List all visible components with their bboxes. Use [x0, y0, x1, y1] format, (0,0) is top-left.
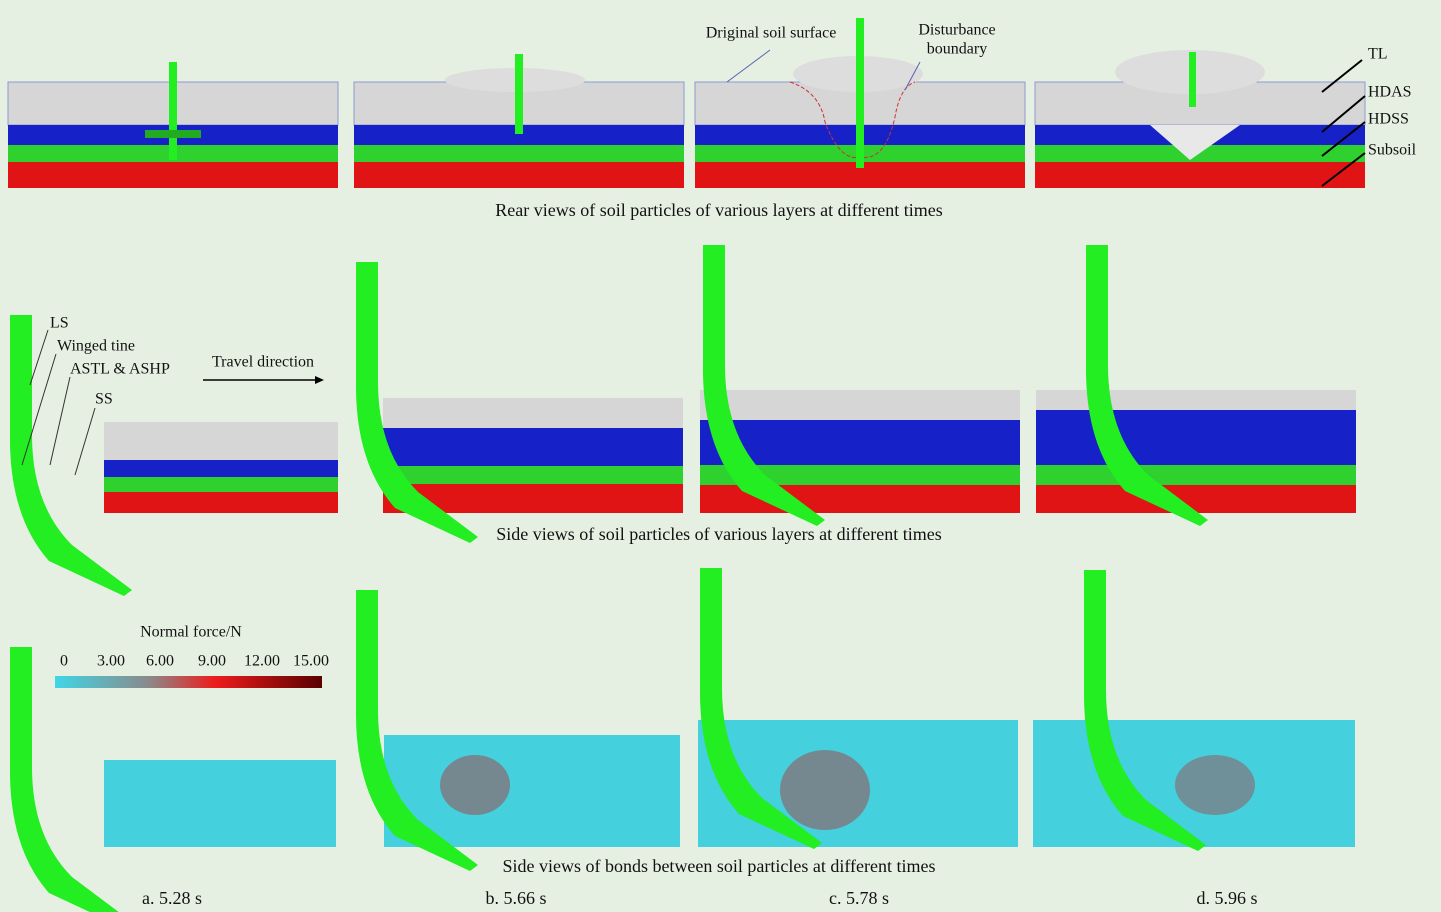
direction-label: Travel direction: [212, 354, 314, 371]
figure: Driginal soil surface Disturbance bounda…: [0, 0, 1441, 912]
arrow-head: [315, 376, 324, 384]
column-label: d. 5.96 s: [1196, 888, 1257, 908]
force-cluster: [780, 750, 870, 830]
tine: [169, 62, 177, 160]
colorbar: [55, 676, 322, 688]
force-cluster: [1175, 755, 1255, 815]
legend-tick: 12.00: [244, 653, 280, 670]
tine: [1189, 52, 1196, 107]
annotation: Disturbance: [918, 22, 995, 39]
side-panel: [104, 422, 338, 513]
annotation: boundary: [927, 41, 987, 58]
side-panel: [383, 398, 683, 513]
legend-title: Normal force/N: [140, 624, 242, 641]
tine: [856, 18, 864, 168]
legend-tick: 9.00: [198, 653, 226, 670]
caption: Rear views of soil particles of various …: [495, 200, 943, 220]
leader: [727, 50, 770, 82]
wing: [145, 130, 201, 138]
tine: [515, 54, 523, 134]
annotation: Driginal soil surface: [706, 25, 837, 42]
legend-tick: 0: [60, 653, 68, 670]
page: {"rows": [ {"caption": "Rear views of so…: [0, 0, 1441, 912]
layer-label: Subsoil: [1368, 142, 1417, 159]
layer-label: HDAS: [1368, 84, 1412, 101]
legend-tick: 3.00: [97, 653, 125, 670]
column-label: b. 5.66 s: [485, 888, 546, 908]
part-label: SS: [95, 391, 113, 408]
caption: Side views of soil particles of various …: [496, 524, 942, 544]
rear-views: Driginal soil surface Disturbance bounda…: [8, 18, 1417, 220]
force-cluster: [440, 755, 510, 815]
side-views: LS Winged tine ASTL & ASHP SS Travel dir…: [10, 245, 1356, 596]
caption: Side views of bonds between soil particl…: [502, 856, 935, 876]
legend-tick: 6.00: [146, 653, 174, 670]
side-panel: [1036, 390, 1356, 513]
layer-label: TL: [1368, 46, 1388, 63]
column-label: a. 5.28 s: [142, 888, 202, 908]
bond-panel: [104, 760, 336, 847]
part-label: Winged tine: [57, 338, 135, 355]
layer-label: HDSS: [1368, 111, 1409, 128]
legend-tick: 15.00: [293, 653, 329, 670]
side-panel: [700, 390, 1020, 513]
part-label: LS: [50, 315, 69, 332]
bond-views: Normal force/N 0 3.00 6.00 9.00 12.00 15…: [10, 568, 1355, 912]
column-label: c. 5.78 s: [829, 888, 889, 908]
part-label: ASTL & ASHP: [70, 361, 170, 378]
